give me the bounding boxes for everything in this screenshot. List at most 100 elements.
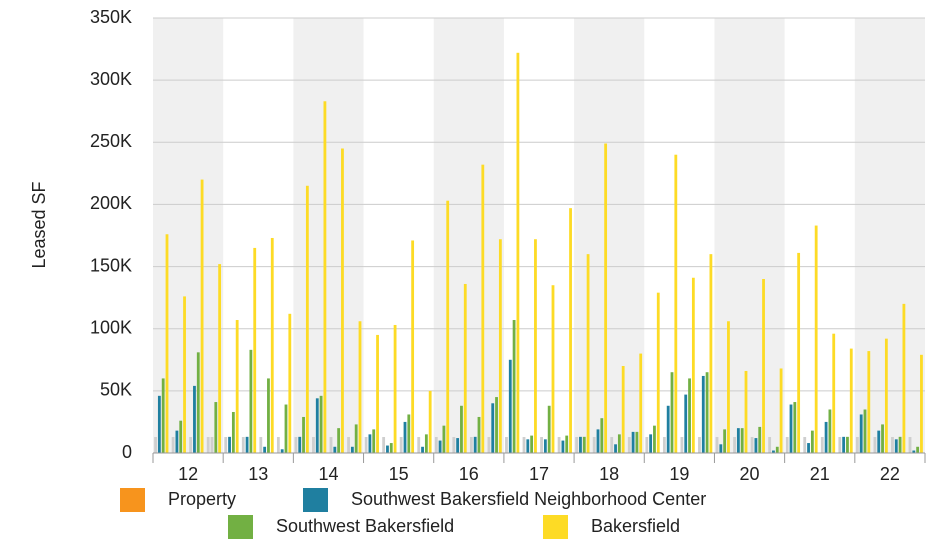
empty-bar xyxy=(452,437,456,453)
bar xyxy=(614,444,617,453)
empty-bar xyxy=(540,437,543,453)
bar xyxy=(200,179,204,454)
empty-bar xyxy=(469,437,473,453)
bar xyxy=(319,395,323,453)
bar xyxy=(179,420,183,453)
x-tick-label: 16 xyxy=(459,464,479,484)
empty-bar xyxy=(259,437,263,453)
bar xyxy=(894,439,898,453)
bar xyxy=(354,424,358,453)
bar xyxy=(315,398,319,453)
bar xyxy=(386,445,389,453)
bar xyxy=(551,285,555,453)
empty-bar xyxy=(610,437,614,453)
empty-bar xyxy=(575,437,579,453)
bar xyxy=(649,434,653,453)
bar xyxy=(723,429,727,453)
bar xyxy=(565,435,569,453)
bar xyxy=(389,443,393,453)
bar xyxy=(376,334,379,453)
bar xyxy=(561,440,565,453)
empty-bar xyxy=(294,437,298,453)
bar xyxy=(762,279,765,453)
bar xyxy=(863,409,867,453)
legend-label: Property xyxy=(168,489,236,509)
bar xyxy=(797,252,801,453)
bar xyxy=(407,414,411,453)
band xyxy=(293,18,364,453)
bar xyxy=(793,402,797,453)
empty-bar xyxy=(417,437,421,453)
bar xyxy=(579,436,582,453)
bar xyxy=(604,143,608,453)
bar xyxy=(495,397,498,453)
bar xyxy=(302,416,305,453)
bar xyxy=(337,428,341,453)
bar xyxy=(744,370,748,453)
bar xyxy=(372,429,376,453)
bar xyxy=(754,438,758,453)
bar xyxy=(393,324,397,453)
bar xyxy=(463,283,467,453)
bar xyxy=(508,359,512,453)
bar xyxy=(516,52,520,454)
bar xyxy=(424,434,428,453)
empty-bar xyxy=(329,437,333,453)
empty-bar xyxy=(873,437,877,453)
x-tick-label: 13 xyxy=(248,464,268,484)
empty-bar xyxy=(891,437,894,453)
y-tick-label: 150K xyxy=(90,255,132,275)
empty-bar xyxy=(154,437,157,453)
bar xyxy=(403,421,407,453)
bar xyxy=(228,436,231,453)
empty-bar xyxy=(312,437,315,453)
bar xyxy=(810,430,814,453)
bar xyxy=(719,444,723,453)
legend-label: Southwest Bakersfield xyxy=(276,516,454,536)
bar xyxy=(898,436,902,453)
bar xyxy=(779,368,783,453)
bar xyxy=(280,449,284,453)
bar xyxy=(421,446,424,453)
empty-bar xyxy=(522,437,526,453)
empty-bar xyxy=(698,437,701,453)
bar xyxy=(161,378,165,453)
bar xyxy=(758,426,762,453)
bar xyxy=(617,434,621,453)
band xyxy=(574,18,645,453)
bar xyxy=(341,148,344,453)
empty-bar xyxy=(224,437,228,453)
bar xyxy=(512,320,516,453)
empty-bar xyxy=(715,437,719,453)
empty-bar xyxy=(592,437,596,453)
y-tick-label: 200K xyxy=(90,193,132,213)
bar xyxy=(284,404,288,453)
bar xyxy=(157,395,161,453)
y-tick-label: 100K xyxy=(90,317,132,337)
empty-bar xyxy=(399,437,403,453)
bar xyxy=(473,436,477,453)
bar xyxy=(481,164,485,453)
bar xyxy=(709,254,713,453)
bar xyxy=(498,239,502,453)
bar xyxy=(288,313,292,453)
bar xyxy=(916,446,920,453)
x-tick-label: 14 xyxy=(318,464,338,484)
empty-bar xyxy=(241,437,245,453)
bar xyxy=(691,277,695,453)
bar xyxy=(350,446,354,453)
bar xyxy=(877,430,881,453)
bar xyxy=(775,446,779,453)
bar xyxy=(333,446,337,453)
empty-bar xyxy=(645,437,649,453)
y-tick-label: 250K xyxy=(90,131,132,151)
empty-bar xyxy=(662,437,666,453)
bar xyxy=(635,431,639,453)
empty-bar xyxy=(820,437,824,453)
bar xyxy=(368,434,372,453)
bar xyxy=(446,200,450,453)
x-tick-label: 12 xyxy=(178,464,198,484)
bar xyxy=(846,436,849,453)
band xyxy=(714,18,785,453)
bar xyxy=(867,351,871,453)
